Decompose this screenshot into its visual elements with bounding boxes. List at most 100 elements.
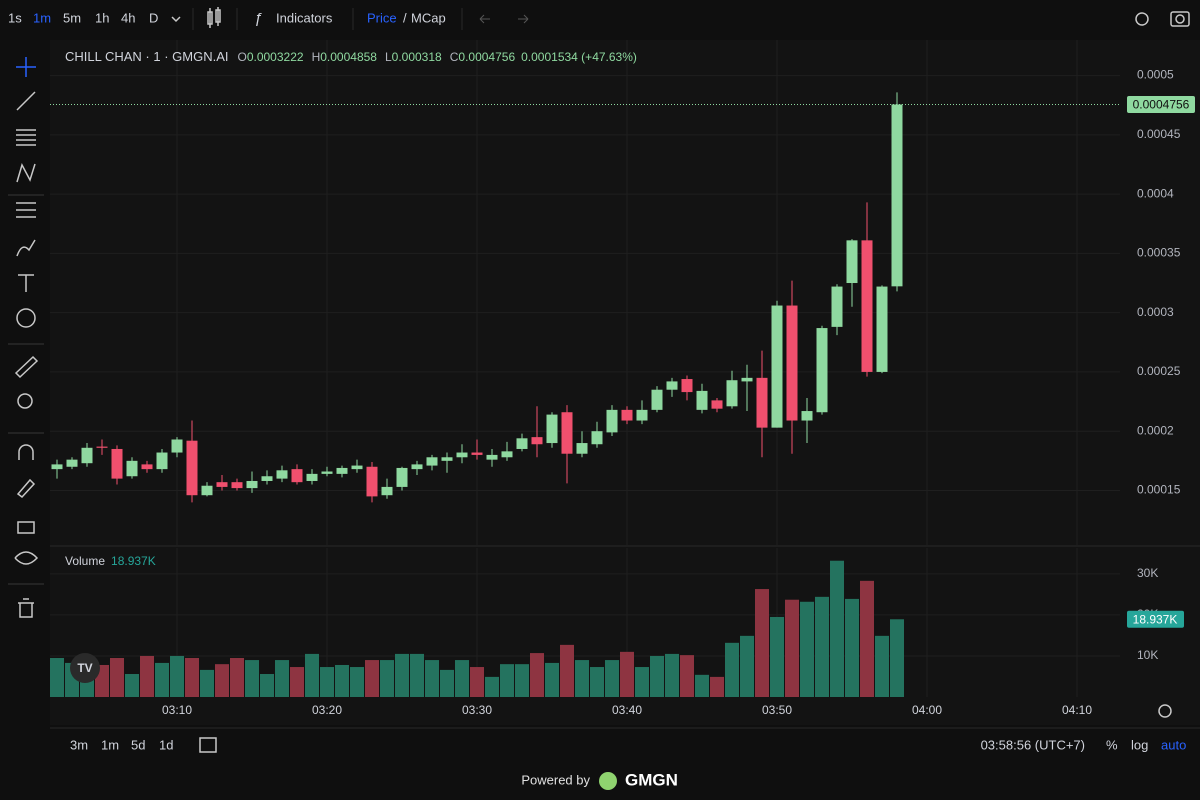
volume-bar	[395, 653, 409, 697]
volume-bar	[830, 560, 844, 697]
chart-type-button[interactable]	[207, 7, 221, 28]
screenshot-button[interactable]	[1170, 11, 1190, 27]
volume-bar	[260, 674, 274, 697]
volume-bar	[890, 619, 904, 697]
candle-body	[156, 452, 168, 470]
volume-bar	[410, 653, 424, 697]
volume-bar	[245, 660, 259, 697]
percent-toggle[interactable]: %	[1106, 737, 1118, 752]
candle-body	[561, 412, 573, 454]
fx-icon[interactable]: ƒ	[254, 10, 262, 27]
chart-decorations: TV	[50, 545, 1200, 729]
range-button[interactable]: 3m	[70, 737, 88, 752]
volume-bar	[530, 653, 544, 697]
volume-bar	[860, 580, 874, 697]
volume-bar	[335, 664, 349, 697]
range-button[interactable]: 1m	[101, 737, 119, 752]
candle-body	[321, 471, 333, 474]
candle-body	[711, 400, 723, 409]
lock-draw-tool[interactable]	[16, 478, 36, 499]
interval[interactable]: 1h	[95, 10, 109, 25]
candle-body	[651, 389, 663, 410]
settings-button[interactable]	[1135, 12, 1149, 26]
projection-tool[interactable]	[16, 202, 36, 218]
ohlc-value: 0.0004756	[458, 50, 515, 64]
y-tick-label: 0.00015	[1137, 483, 1181, 497]
interval[interactable]: D	[149, 10, 158, 25]
interval[interactable]: 1s	[8, 10, 22, 25]
x-tick-label: 04:10	[1062, 703, 1092, 717]
candle-body	[486, 454, 498, 460]
range-button[interactable]: 1d	[159, 737, 173, 752]
trendline-tool[interactable]	[16, 91, 36, 111]
interval-dropdown[interactable]	[171, 16, 181, 23]
screenshot-lens	[1175, 14, 1185, 24]
volume-bar	[110, 658, 124, 697]
candle-body	[126, 460, 138, 477]
footer: 3m 1m 5d 1d 03:58:56 (UTC+7) % log auto …	[70, 737, 1186, 790]
candle-body	[201, 485, 213, 496]
redo-button[interactable]	[518, 14, 529, 24]
interval[interactable]: 4h	[121, 10, 135, 25]
candle-body	[846, 240, 858, 284]
volume-tick-label: 30K	[1137, 566, 1158, 580]
interval[interactable]: 1m	[33, 10, 51, 25]
candle-body	[636, 409, 648, 421]
crosshair-tool[interactable]	[16, 57, 36, 77]
candle-body	[396, 467, 408, 487]
log-toggle[interactable]: log	[1131, 737, 1148, 752]
ohlc-key: O	[237, 50, 246, 64]
emoji-tool[interactable]	[16, 308, 36, 328]
volume-bar	[815, 596, 829, 697]
pattern-tool[interactable]	[16, 163, 36, 183]
brush-tool[interactable]	[16, 239, 36, 257]
ohlc-key: L	[385, 50, 392, 64]
tv-logo	[70, 653, 100, 683]
volume-bar	[125, 674, 139, 697]
last-volume-label: 18.937K	[1133, 612, 1178, 626]
volume-bar	[770, 616, 784, 697]
volume-bar	[740, 635, 754, 697]
ohlc-key: H	[312, 50, 321, 64]
visibility-tool[interactable]	[14, 551, 39, 565]
price-toggle[interactable]: Price	[367, 10, 397, 25]
volume-bar	[515, 664, 529, 697]
text-tool[interactable]	[18, 274, 34, 292]
goto-date-button[interactable]	[199, 737, 217, 753]
auto-toggle[interactable]: auto	[1161, 737, 1186, 752]
delete-tool[interactable]	[18, 598, 34, 618]
magnet-tool[interactable]	[18, 444, 34, 460]
candle-body	[771, 305, 783, 428]
indicators-button[interactable]: Indicators	[276, 10, 333, 25]
volume-bar	[590, 667, 604, 697]
volume-bar	[170, 655, 184, 697]
candle-body	[306, 473, 318, 481]
ruler-tool[interactable]	[14, 355, 39, 379]
interval[interactable]: 5m	[63, 10, 81, 25]
volume-bar	[350, 667, 364, 697]
top-toolbar: 1s 1m 5m 1h 4h D ƒ Indicators Price / MC…	[8, 7, 1190, 30]
candle-body	[276, 470, 288, 479]
fib-tool[interactable]	[16, 129, 36, 146]
candle-body	[861, 240, 873, 372]
candle-body	[291, 469, 303, 483]
mcap-toggle[interactable]: MCap	[411, 10, 446, 25]
lock-tool[interactable]	[17, 521, 35, 534]
undo-button[interactable]	[479, 14, 490, 24]
candle-body	[456, 452, 468, 458]
ohlc-value: 0.0003222	[247, 50, 304, 64]
ohlc-legend: CHILL CHAN · 1 · GMGN.AI O0.0003222 H0.000…	[65, 49, 637, 64]
candle-body	[876, 286, 888, 372]
candle-body	[366, 466, 378, 497]
volume-bar	[320, 667, 334, 697]
candle-body	[501, 451, 513, 458]
volume-bar	[215, 664, 229, 697]
volume-bar	[290, 667, 304, 697]
range-button[interactable]: 5d	[131, 737, 145, 752]
candle-body	[351, 465, 363, 470]
axis-settings[interactable]	[1158, 704, 1172, 718]
zoom-tool[interactable]	[17, 393, 33, 409]
candle-body	[96, 446, 108, 448]
brand-name: GMGN	[625, 770, 678, 789]
